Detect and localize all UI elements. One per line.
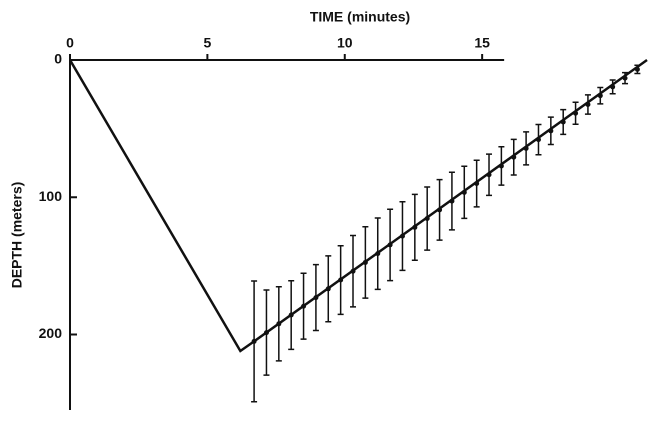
y-tick-label: 100 (39, 188, 63, 204)
data-point (437, 207, 443, 213)
y-axis-title: DEPTH (meters) (9, 182, 25, 289)
data-point (498, 163, 504, 169)
data-point (301, 303, 307, 309)
data-point (511, 154, 517, 160)
data-point (585, 101, 591, 107)
data-point (548, 128, 554, 134)
data-point (338, 277, 344, 283)
data-point (573, 110, 579, 116)
data-point (560, 119, 566, 125)
data-point (313, 295, 319, 301)
data-point (424, 216, 430, 222)
data-point (474, 181, 480, 187)
y-tick-label: 200 (39, 325, 63, 341)
data-point (387, 242, 393, 248)
data-point (523, 145, 529, 151)
x-tick-label: 5 (203, 35, 211, 51)
data-point (399, 233, 405, 239)
data-point (610, 84, 616, 90)
data-point (622, 75, 628, 81)
data-point (288, 312, 294, 318)
data-point (535, 137, 541, 143)
profile-line (68, 58, 648, 353)
data-point (486, 172, 492, 178)
data-point (634, 66, 640, 72)
x-tick-label: 15 (474, 35, 490, 51)
data-point (276, 321, 282, 327)
data-point (449, 198, 455, 204)
data-point (362, 259, 368, 265)
data-point (597, 93, 603, 99)
data-point (375, 251, 381, 257)
x-tick-label: 0 (66, 35, 74, 51)
data-point (350, 268, 356, 274)
data-point (251, 338, 257, 344)
x-tick-label: 10 (337, 35, 353, 51)
data-point (412, 224, 418, 230)
y-tick-label: 0 (54, 51, 62, 67)
x-axis-title: TIME (minutes) (310, 9, 410, 25)
data-point (263, 330, 269, 336)
data-point (461, 189, 467, 195)
data-point (325, 286, 331, 292)
